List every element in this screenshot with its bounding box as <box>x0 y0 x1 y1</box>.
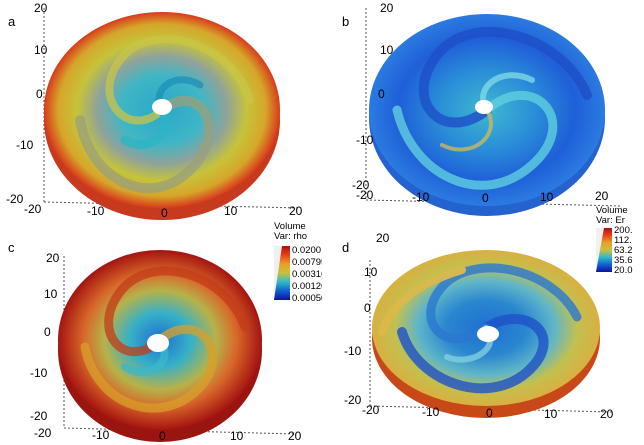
y-tick: -20 <box>6 192 24 206</box>
panel-c: c 20 10 0 -10 -20 -20 -10 0 10 20 Volume… <box>0 222 322 444</box>
y-tick: -10 <box>344 344 362 358</box>
y-tick: 20 <box>380 1 394 15</box>
panel-a: a 20 10 0 -10 -20 -20 -10 0 10 20 <box>0 0 322 222</box>
x-tick: 20 <box>595 189 609 203</box>
panel-label: d <box>342 240 350 255</box>
colorbar-legend-rho: Volume Var: rho 0.0200 0.00795 0.00316 0… <box>274 222 322 318</box>
legend-level: 0.00316 <box>292 269 322 280</box>
legend-level: 0.00795 <box>292 257 322 268</box>
x-tick: -10 <box>412 190 430 204</box>
x-tick: 0 <box>486 406 493 420</box>
y-tick: 10 <box>380 43 394 57</box>
y-tick: 10 <box>34 43 48 57</box>
x-tick: -20 <box>356 188 374 202</box>
panel-label: a <box>8 14 16 29</box>
colorbar-opacity-ramp <box>274 246 282 300</box>
disk-render-a <box>43 8 301 220</box>
y-tick: 20 <box>46 251 60 265</box>
x-tick: 10 <box>544 407 558 421</box>
y-tick: -10 <box>356 133 374 147</box>
x-tick: 0 <box>161 206 168 220</box>
legend-level: 0.0200 <box>292 245 322 256</box>
x-tick: 20 <box>289 204 303 218</box>
legend-level: 35.6 <box>614 255 633 266</box>
legend-level: 20.0 <box>614 265 633 276</box>
y-tick: 0 <box>378 87 385 101</box>
colorbar-legend-er: Volume Var: Er 200. 112. 63.2 35.6 20.0 <box>596 206 644 276</box>
x-tick: 0 <box>159 429 166 443</box>
panel-label: b <box>342 14 350 29</box>
y-tick: 0 <box>364 301 371 315</box>
panel-d: d 20 10 0 -10 -20 -20 -10 0 10 20 <box>322 222 644 444</box>
y-tick: -10 <box>30 366 48 380</box>
y-tick: 0 <box>44 325 51 339</box>
legend-variable: Var: Er <box>596 215 625 226</box>
legend-level: 63.2 <box>614 245 633 256</box>
legend-level: 112. <box>614 235 632 246</box>
disk-render-c <box>58 250 297 442</box>
x-tick: -10 <box>422 405 440 419</box>
y-tick: 10 <box>364 265 378 279</box>
y-tick: -10 <box>16 138 34 152</box>
x-tick: 20 <box>600 407 614 421</box>
y-tick: -20 <box>352 178 370 192</box>
y-tick: 20 <box>376 231 390 245</box>
legend-level: 0.000500 <box>292 293 322 304</box>
x-tick: 10 <box>230 429 244 443</box>
x-tick: 20 <box>288 429 302 443</box>
y-tick: -20 <box>30 409 48 423</box>
legend-level: 200. <box>614 225 633 236</box>
y-tick: -20 <box>344 393 362 407</box>
x-tick: 10 <box>540 190 554 204</box>
legend-level: 0.00126 <box>292 281 322 292</box>
x-tick: -10 <box>87 204 105 218</box>
y-tick: 20 <box>34 1 48 15</box>
panel-label: c <box>8 240 15 255</box>
y-tick: 10 <box>44 287 58 301</box>
x-tick: -20 <box>362 403 380 417</box>
colorbar-opacity-ramp <box>596 228 604 272</box>
legend-title: Volume <box>596 205 628 216</box>
x-tick: 10 <box>224 204 238 218</box>
disk-render-d <box>369 250 613 418</box>
x-tick: -20 <box>34 426 52 440</box>
y-tick: 0 <box>36 87 43 101</box>
legend-title: Volume <box>274 222 306 232</box>
x-tick: -10 <box>92 428 110 442</box>
x-tick: -20 <box>24 202 42 216</box>
legend-variable: Var: rho <box>274 231 308 242</box>
panel-b: b 20 10 0 -10 -20 -20 -10 0 10 20 <box>322 0 644 222</box>
disk-render-b <box>365 8 623 216</box>
x-tick: 0 <box>482 191 489 205</box>
